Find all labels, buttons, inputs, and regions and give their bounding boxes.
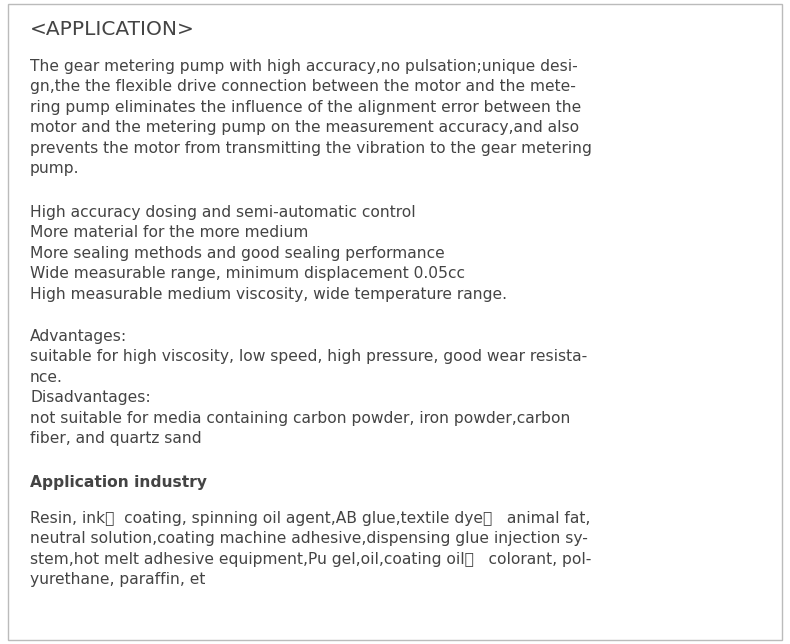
Text: Application industry: Application industry bbox=[30, 475, 207, 490]
Text: <APPLICATION>: <APPLICATION> bbox=[30, 20, 195, 39]
FancyBboxPatch shape bbox=[8, 4, 782, 640]
Text: The gear metering pump with high accuracy,no pulsation;unique desi-
gn,the the f: The gear metering pump with high accurac… bbox=[30, 59, 592, 176]
Text: Advantages:
suitable for high viscosity, low speed, high pressure, good wear res: Advantages: suitable for high viscosity,… bbox=[30, 329, 587, 446]
Text: Resin, ink，  coating, spinning oil agent,AB glue,textile dye，   animal fat,
neut: Resin, ink， coating, spinning oil agent,… bbox=[30, 511, 592, 587]
Text: High accuracy dosing and semi-automatic control
More material for the more mediu: High accuracy dosing and semi-automatic … bbox=[30, 205, 507, 301]
